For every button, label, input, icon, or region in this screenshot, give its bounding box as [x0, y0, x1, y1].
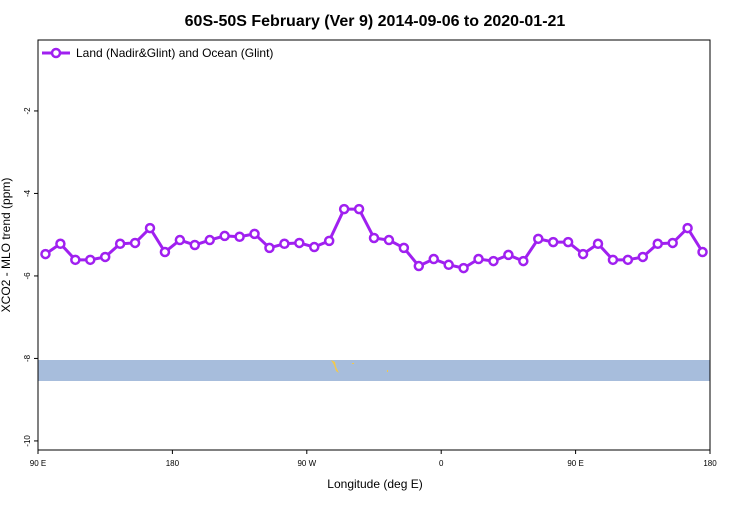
y-tick-label: -2	[23, 107, 32, 115]
point	[652, 238, 663, 250]
point	[503, 249, 514, 261]
point	[562, 236, 574, 248]
point	[458, 262, 469, 274]
point	[189, 239, 201, 251]
point	[129, 237, 141, 249]
x-tick-label: 180	[166, 459, 180, 468]
point	[682, 222, 693, 234]
point	[518, 255, 529, 267]
point	[85, 254, 96, 266]
point	[697, 246, 708, 258]
point	[533, 233, 544, 245]
point	[398, 242, 410, 254]
point	[368, 232, 380, 244]
point	[99, 251, 111, 263]
point	[488, 255, 499, 267]
point	[428, 253, 439, 265]
point	[264, 242, 275, 254]
point	[338, 203, 350, 215]
plot-frame	[37, 39, 711, 451]
point	[547, 236, 559, 248]
point	[249, 228, 260, 240]
point	[413, 260, 425, 272]
point	[219, 230, 230, 242]
land-band	[38, 360, 710, 381]
point	[383, 234, 395, 246]
x-tick-label: 90 E	[30, 459, 46, 468]
y-tick-label: -10	[23, 435, 32, 447]
point	[279, 238, 290, 250]
point	[204, 234, 215, 246]
point	[55, 238, 66, 250]
point	[473, 253, 484, 265]
point	[607, 254, 619, 266]
point	[353, 203, 365, 215]
point	[234, 231, 245, 243]
point	[637, 251, 649, 263]
point	[174, 234, 186, 246]
point	[323, 235, 335, 247]
point	[159, 246, 171, 258]
point	[622, 254, 634, 266]
y-axis-label: XCO2 - MLO trend (ppm)	[0, 178, 13, 313]
point	[144, 222, 156, 234]
x-tick-label: 180	[703, 459, 717, 468]
y-tick-label: -6	[23, 272, 32, 280]
chart-title: 60S-50S February (Ver 9) 2014-09-06 to 2…	[185, 13, 566, 30]
x-tick-label: 90 W	[297, 459, 316, 468]
point	[592, 238, 604, 250]
legend-label: Land (Nadir&Glint) and Ocean (Glint)	[76, 46, 273, 60]
point	[114, 238, 126, 250]
legend-marker	[50, 47, 62, 59]
point	[443, 259, 454, 271]
x-axis-label: Longitude (deg E)	[327, 477, 422, 491]
y-tick-label: -8	[23, 354, 32, 362]
point	[667, 237, 678, 249]
point	[294, 237, 305, 249]
y-tick-label: -4	[23, 189, 32, 197]
point	[309, 241, 320, 253]
x-tick-label: 90 E	[567, 459, 583, 468]
point	[577, 248, 589, 260]
x-tick-label: 0	[439, 459, 444, 468]
point	[70, 254, 81, 266]
point	[40, 248, 51, 260]
